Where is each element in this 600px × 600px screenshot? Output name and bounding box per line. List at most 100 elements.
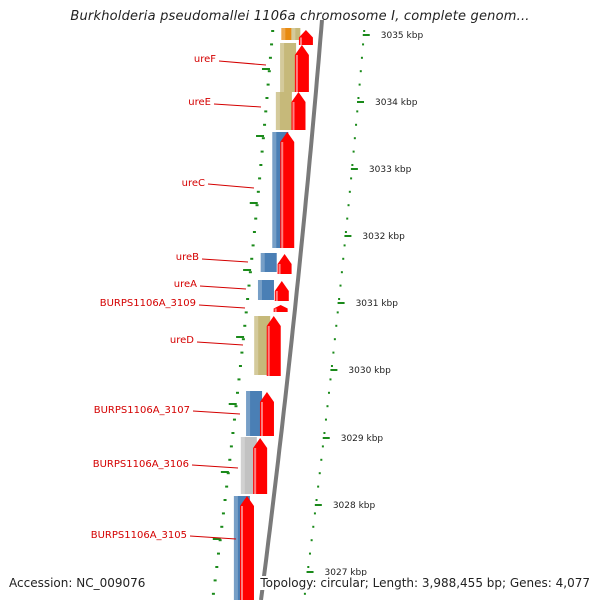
minor-tick (327, 391, 330, 394)
major-tick (357, 101, 365, 103)
kbp-label: 3035 kbp (381, 31, 424, 41)
minor-tick (256, 190, 260, 193)
minor-tick (326, 405, 329, 408)
minor-tick (303, 592, 306, 595)
minor-tick (307, 566, 310, 568)
major-tick (314, 504, 322, 506)
minor-tick (363, 30, 366, 32)
gene-block-shade (281, 28, 286, 40)
backbone-line (259, 19, 324, 600)
label-leader-line (189, 535, 237, 540)
kbp-label: 3031 kbp (356, 299, 399, 309)
minor-tick (252, 231, 256, 233)
gene-block (260, 253, 277, 272)
forward-arrow-track (239, 30, 313, 600)
gene-block (240, 437, 257, 494)
minor-tick (357, 97, 360, 99)
accession-text: Accession: NC_009076 (9, 576, 150, 590)
gene-block-shade (275, 92, 280, 130)
minor-tick (243, 324, 247, 327)
minor-tick (237, 378, 241, 381)
gene-labels: ureF ureE ureC ureB ureA BURPS1106A_3109 ureD B… (91, 54, 267, 541)
minor-tick (353, 137, 356, 140)
minor-tick (232, 418, 236, 421)
minor-tick (350, 177, 353, 180)
minor-tick (226, 472, 230, 475)
minor-tick (329, 378, 332, 381)
summary-text: Topology: circular; Length: 3,988,455 bp… (256, 576, 590, 590)
minor-tick (238, 365, 242, 367)
minor-tick (344, 231, 347, 233)
minor-tick (338, 298, 341, 300)
kbp-label: 3032 kbp (362, 232, 405, 242)
minor-tick (229, 445, 233, 448)
label-leader-line (213, 103, 262, 108)
gene-block-shade (280, 43, 285, 92)
label-leader-line (218, 60, 267, 66)
major-tick (220, 471, 229, 473)
minor-tick (359, 70, 362, 73)
kbp-labels: 3035 kbp 3034 kbp 3033 kbp 3032 kbp 3031 kbp… (306, 31, 424, 578)
minor-tick (351, 164, 354, 166)
forward-arrow (239, 496, 254, 600)
gene-block (254, 316, 271, 375)
forward-arrow (298, 30, 313, 45)
minor-tick (213, 579, 217, 582)
minor-tick (352, 150, 355, 153)
gene-label: BURPS1106A_3107 (94, 405, 190, 416)
gene-block-shade (257, 280, 262, 300)
minor-tick (330, 365, 333, 367)
minor-tick (332, 351, 335, 354)
minor-tick (258, 177, 262, 180)
minor-tick (313, 512, 316, 515)
major-tick (337, 302, 345, 304)
minor-tick (220, 525, 224, 528)
gene-label: ureB (176, 252, 199, 263)
minor-tick (336, 311, 339, 314)
forward-arrow (277, 254, 292, 274)
minor-tick (266, 83, 270, 86)
minor-tick (355, 123, 358, 126)
minor-tick (234, 405, 238, 408)
gene-block (280, 43, 297, 92)
minor-tick (342, 257, 345, 260)
gene-label: ureF (194, 54, 216, 65)
major-tick (261, 68, 270, 70)
major-tick (256, 135, 265, 137)
minor-tick (343, 244, 346, 247)
backbone (259, 19, 324, 600)
forward-arrow (259, 392, 274, 436)
gene-block-shade (260, 253, 265, 272)
minor-tick (362, 43, 365, 46)
minor-tick (346, 217, 349, 220)
gene-block (275, 92, 292, 130)
minor-tick (264, 110, 268, 113)
minor-tick (358, 83, 361, 86)
minor-tick (228, 458, 232, 461)
minor-tick (240, 351, 244, 354)
minor-tick (312, 525, 315, 528)
forward-arrow (294, 45, 309, 92)
minor-tick (259, 164, 263, 166)
minor-tick (318, 472, 321, 475)
forward-arrow (266, 316, 281, 376)
minor-tick (267, 70, 271, 73)
forward-arrow (280, 132, 295, 248)
gene-block-shade (233, 496, 238, 600)
major-tick (322, 437, 330, 439)
minor-tick (317, 485, 320, 488)
minor-tick (235, 391, 239, 394)
gene-block-shade (291, 28, 296, 40)
forward-arrow (274, 281, 289, 301)
minor-tick (216, 552, 220, 555)
minor-tick (347, 204, 350, 207)
kbp-label: 3030 kbp (348, 366, 391, 376)
minor-tick (308, 552, 311, 555)
minor-tick (223, 499, 227, 501)
minor-tick (260, 150, 264, 153)
major-tick (249, 202, 258, 204)
minor-tick (255, 204, 259, 207)
minor-tick (250, 257, 254, 260)
gene-label: ureA (174, 279, 197, 290)
